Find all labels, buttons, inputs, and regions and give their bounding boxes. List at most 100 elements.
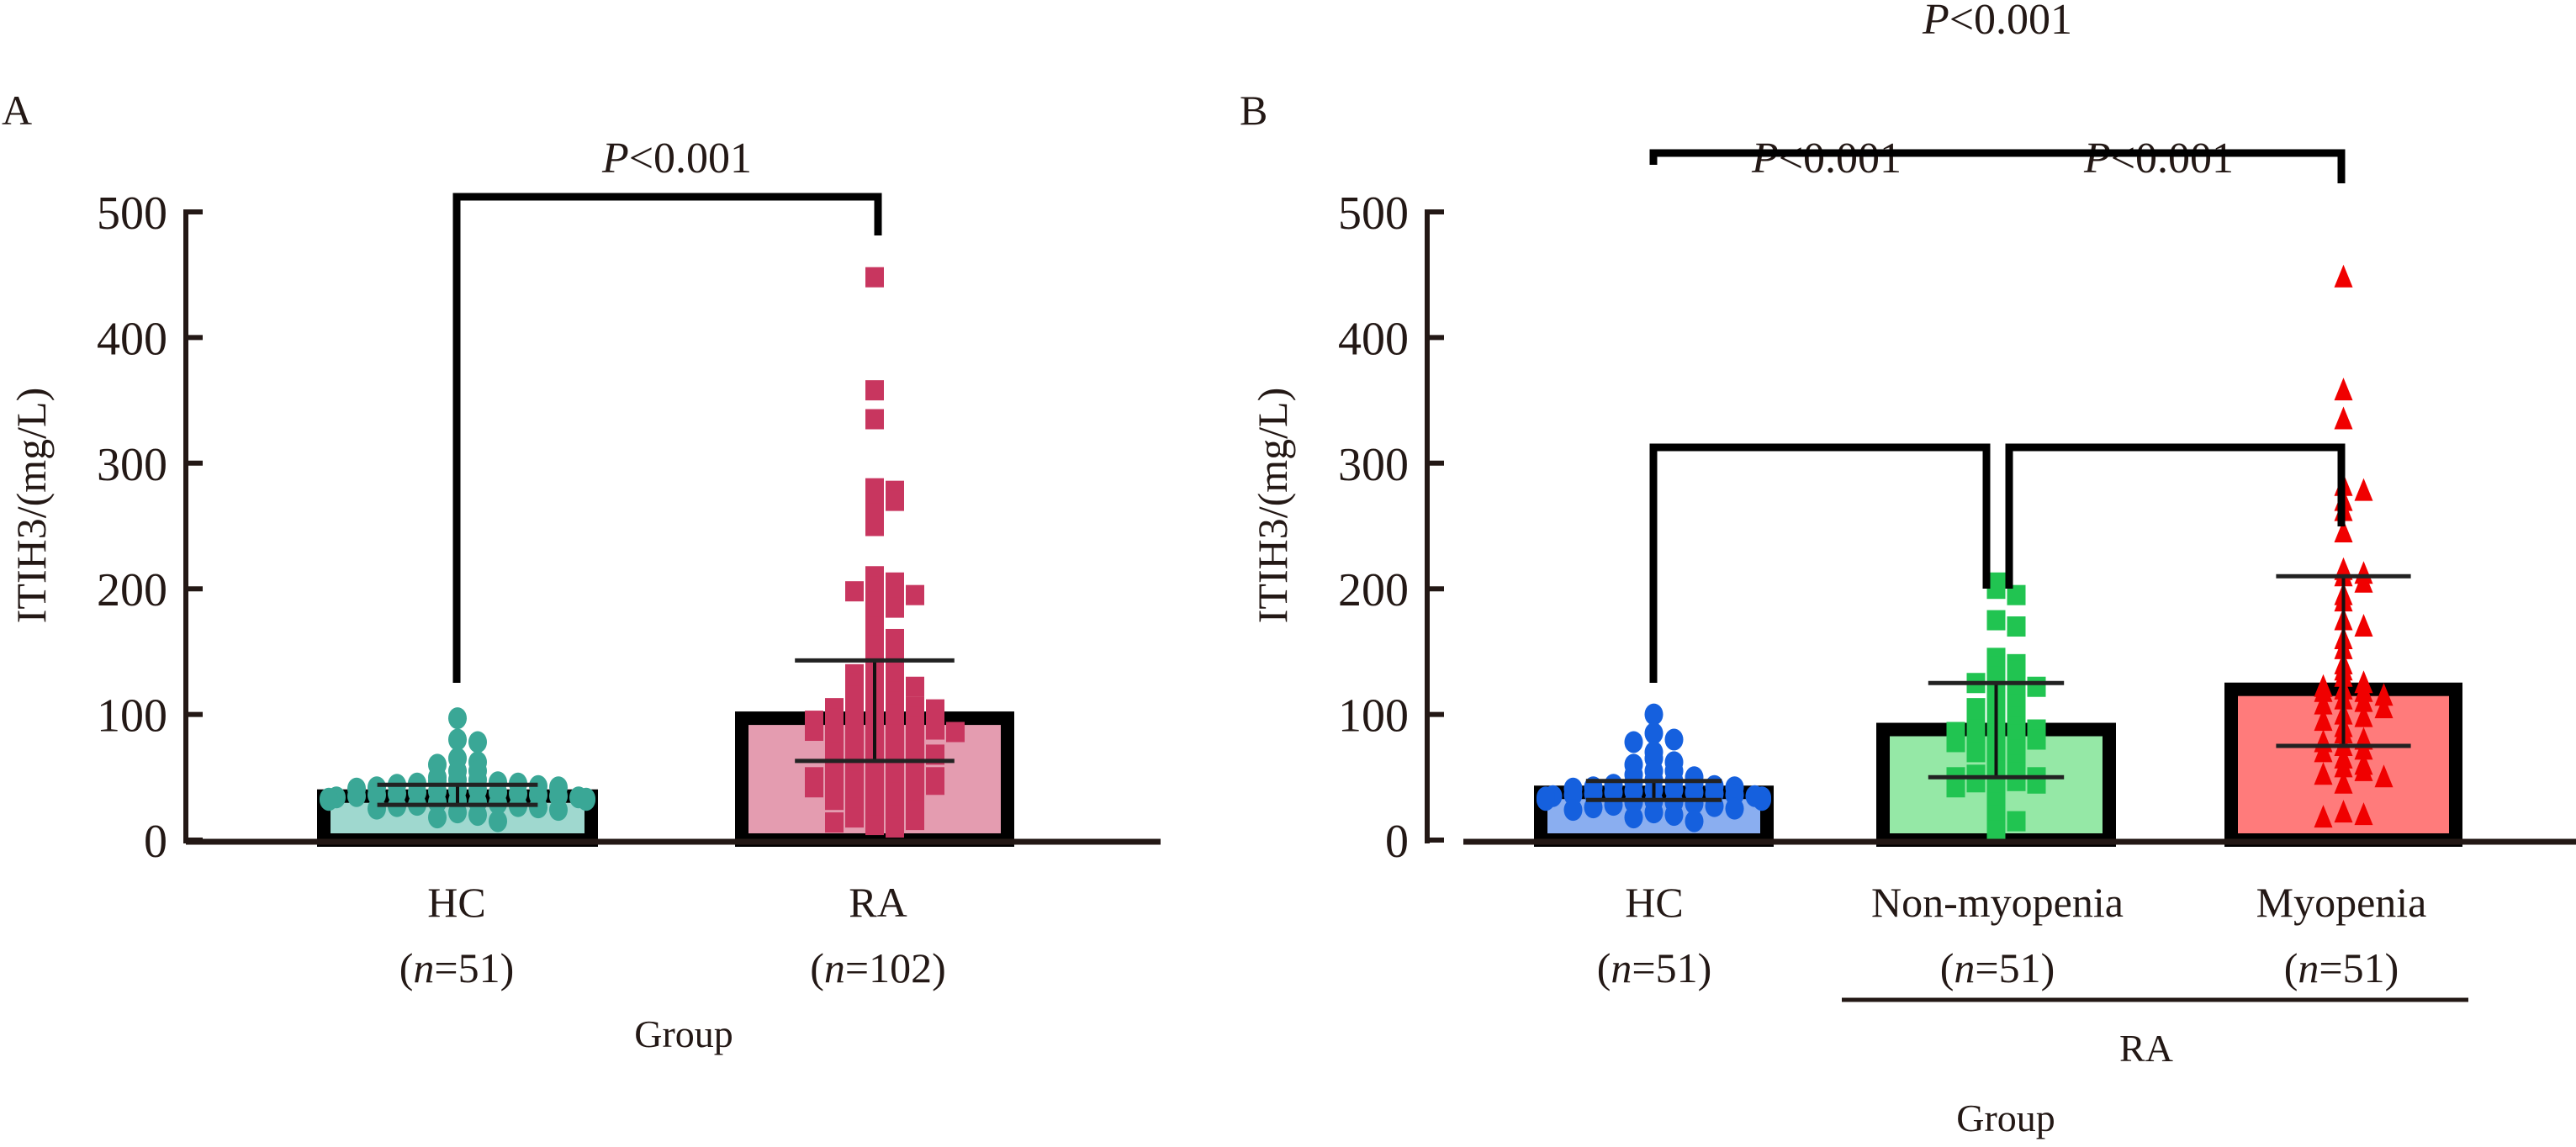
sig-bracket-b-nonmyo-myo	[2005, 443, 2346, 589]
data-point	[865, 380, 884, 401]
data-point	[2374, 695, 2394, 719]
data-point	[2374, 683, 2394, 706]
data-point	[1986, 820, 2006, 841]
y-tick-label-400: 400	[97, 313, 167, 365]
data-point	[926, 719, 944, 740]
data-point	[2314, 708, 2333, 732]
data-point	[886, 579, 904, 600]
data-point	[1946, 732, 1965, 753]
data-point	[1986, 610, 2006, 631]
panel-b: 0 100 200 300 400 500	[1338, 188, 2576, 868]
data-point	[2007, 584, 2026, 605]
data-point	[2334, 378, 2353, 401]
pvalue-label-a: P<0.001	[601, 135, 752, 182]
data-point	[347, 785, 366, 807]
data-point	[468, 731, 487, 753]
data-point	[1946, 777, 1965, 798]
data-point	[2027, 676, 2046, 697]
data-point	[2314, 679, 2333, 702]
data-point	[2314, 691, 2333, 715]
data-point	[865, 815, 884, 836]
data-point	[1644, 703, 1664, 726]
data-point	[320, 789, 338, 811]
data-point	[1537, 789, 1555, 811]
data-point	[2334, 406, 2353, 430]
data-point	[1664, 728, 1684, 751]
data-point	[428, 791, 447, 814]
data-point	[2007, 770, 2026, 791]
panel-label-b: B	[1240, 87, 1267, 134]
pvalue-label-b-hc-nonmyo: P<0.001	[1751, 135, 1902, 182]
data-point	[529, 796, 547, 819]
data-point	[1563, 784, 1583, 806]
data-point	[2354, 802, 2373, 826]
data-point	[825, 773, 844, 794]
x-axis-title-b: Group	[1956, 1097, 2055, 1139]
data-point	[489, 810, 507, 832]
data-point	[2334, 264, 2353, 288]
pvalue-label-b-hc-myo: P<0.001	[1922, 0, 2072, 44]
data-point	[2334, 754, 2353, 778]
y-tick-label-500: 500	[1338, 188, 1409, 240]
data-point	[2027, 729, 2046, 750]
y-tick-label-200: 200	[1338, 564, 1409, 616]
ra-group-label: RA	[2119, 1027, 2173, 1070]
data-point	[2354, 478, 2373, 501]
data-point	[2314, 739, 2333, 763]
data-point	[2334, 770, 2353, 794]
data-point	[468, 804, 487, 827]
data-point	[577, 789, 595, 811]
data-point	[845, 581, 864, 602]
y-tick-label-200: 200	[97, 564, 167, 616]
data-point	[2314, 805, 2333, 828]
data-point	[428, 806, 447, 829]
y-tick-label-500: 500	[97, 188, 167, 240]
sig-bracket-b-hc-myo	[1649, 149, 2346, 183]
x-tick-label-a-hc: HC	[427, 879, 485, 926]
data-point	[1664, 804, 1684, 827]
y-axis-title-a: ITIH3/(mg/L)	[8, 388, 55, 623]
data-point	[946, 722, 965, 743]
y-tick-label-0: 0	[144, 816, 167, 868]
data-point	[825, 812, 844, 833]
x-tick-n-a-hc: (n=51)	[399, 944, 515, 991]
x-tick-n-b-myo: (n=51)	[2284, 944, 2399, 991]
data-point	[865, 515, 884, 536]
sig-bracket-a	[452, 193, 882, 683]
data-point	[1604, 794, 1623, 817]
data-point	[1685, 810, 1704, 832]
data-point	[1624, 791, 1643, 814]
x-tick-label-b-myo: Myopenia	[2256, 879, 2427, 926]
data-point	[2374, 764, 2394, 788]
y-tick-label-100: 100	[1338, 690, 1409, 743]
data-point	[865, 267, 884, 288]
data-point	[886, 597, 904, 618]
panel-label-a: A	[2, 87, 32, 134]
y-tick-label-400: 400	[1338, 313, 1409, 365]
data-point	[1966, 742, 1986, 763]
x-tick-label-a-ra: RA	[849, 879, 907, 926]
data-point	[845, 807, 864, 828]
y-tick-label-300: 300	[97, 439, 167, 491]
data-point	[1624, 806, 1643, 829]
x-tick-label-b-nonmyo: Non-myopenia	[1871, 879, 2124, 926]
y-tick-label-100: 100	[97, 690, 167, 743]
data-point	[2314, 762, 2333, 785]
data-point	[906, 676, 924, 697]
sig-bracket-b-hc-nonmyo	[1649, 443, 1991, 683]
data-point	[865, 409, 884, 430]
y-axis-title-b: ITIH3/(mg/L)	[1249, 388, 1296, 623]
data-point	[825, 790, 844, 811]
data-point	[1644, 722, 1664, 745]
x-axis-title-a: Group	[634, 1012, 733, 1055]
data-point	[926, 774, 944, 796]
x-tick-n-b-nonmyo: (n=51)	[1940, 944, 2055, 991]
data-point	[2354, 689, 2373, 712]
data-point	[886, 490, 904, 511]
x-tick-label-b-hc: HC	[1625, 879, 1683, 926]
data-point	[2354, 737, 2373, 760]
y-tick-label-300: 300	[1338, 439, 1409, 491]
data-point	[2007, 811, 2026, 832]
data-point	[2007, 616, 2026, 637]
